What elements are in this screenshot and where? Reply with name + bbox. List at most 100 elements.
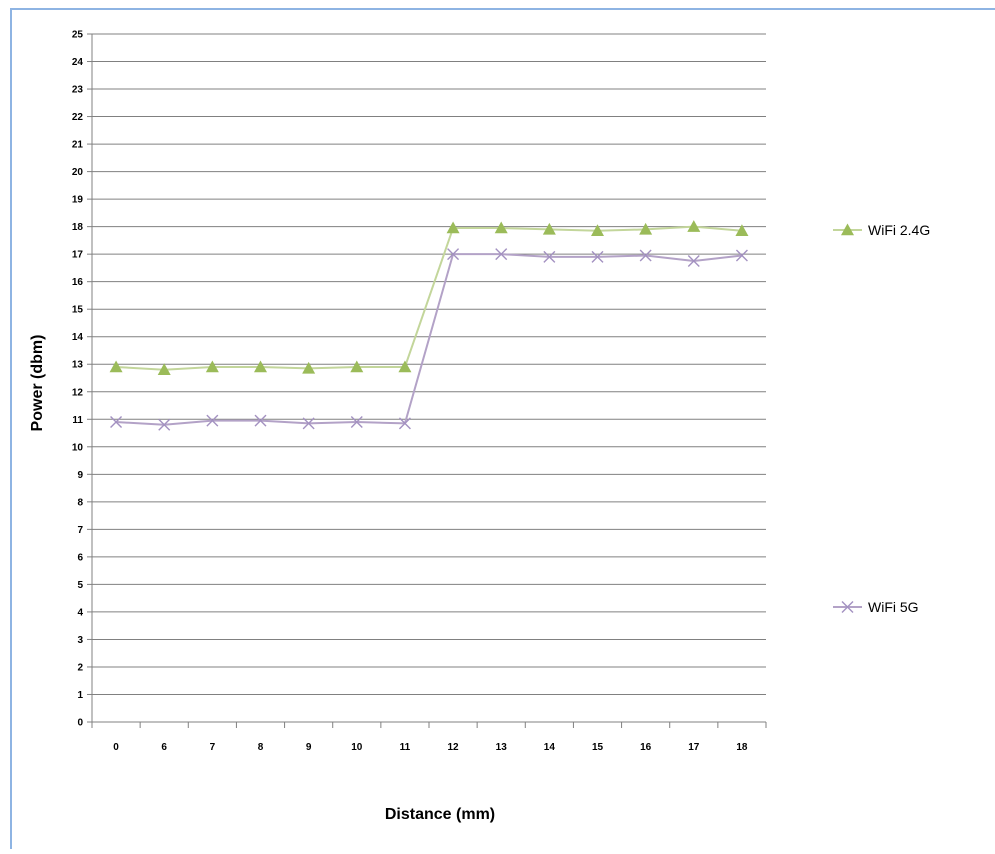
chart-border <box>10 8 995 849</box>
x-tick-labels: 0 6 7 8 9 10 11 12 13 14 15 16 17 18 <box>113 742 748 753</box>
data-point <box>398 417 411 430</box>
data-point <box>687 255 700 268</box>
y-tick-label: 9 <box>77 470 83 481</box>
y-tick-label: 22 <box>72 112 84 123</box>
marker-stroke <box>206 414 219 427</box>
legend-entry-wifi-5g: WiFi 5G <box>833 599 919 615</box>
x-tick-label: 18 <box>736 742 748 753</box>
data-point <box>735 224 749 236</box>
y-tick-label: 21 <box>72 140 84 151</box>
x-tick-label: 0 <box>113 742 119 753</box>
data-point <box>254 360 267 373</box>
data-point <box>446 221 460 234</box>
x-tick-label: 11 <box>400 742 411 753</box>
data-point <box>591 250 604 263</box>
data-point <box>205 360 219 373</box>
y-tick-label: 2 <box>77 662 83 673</box>
legend: WiFi 2.4G WiFi 5G <box>833 222 930 615</box>
y-tick-label: 20 <box>72 167 84 178</box>
y-tick-label: 23 <box>72 85 84 96</box>
x-tick-label: 6 <box>161 742 167 753</box>
marker-stroke <box>350 416 363 429</box>
data-point <box>398 360 412 373</box>
marker-stroke <box>543 250 556 263</box>
series-wifi-2-4g <box>109 220 749 375</box>
y-tick-label: 0 <box>77 718 83 729</box>
y-tick-label: 3 <box>77 635 83 646</box>
y-tick-label: 11 <box>72 415 83 426</box>
data-point <box>110 416 123 429</box>
marker-stroke <box>591 250 604 263</box>
data-point <box>687 220 701 232</box>
data-point <box>542 222 556 235</box>
x-tick-label: 7 <box>210 742 216 753</box>
marker-stroke <box>495 248 508 261</box>
x-tick-label: 15 <box>592 742 604 753</box>
y-tick-label: 19 <box>72 195 84 206</box>
x-axis-title: Distance (mm) <box>385 806 495 823</box>
y-tick-label: 4 <box>77 607 83 618</box>
series-line-wifi-5g <box>116 253 743 426</box>
data-point <box>639 222 653 235</box>
marker-stroke <box>447 248 460 261</box>
y-tick-label: 13 <box>72 360 84 371</box>
y-tick-label: 7 <box>77 525 83 536</box>
y-tick-label: 24 <box>72 57 84 68</box>
y-tick-label: 17 <box>72 250 84 261</box>
y-tick-label: 6 <box>77 552 83 563</box>
legend-label: WiFi 5G <box>868 599 919 615</box>
axes <box>87 33 767 728</box>
x-tick-label: 9 <box>306 742 312 753</box>
data-point <box>302 417 315 430</box>
series-wifi-5g <box>110 248 748 431</box>
x-tick-label: 12 <box>448 742 460 753</box>
data-point <box>639 249 652 262</box>
y-tick-label: 18 <box>72 222 84 233</box>
y-tick-label: 5 <box>77 580 83 591</box>
data-point <box>735 249 748 262</box>
marker-stroke <box>158 418 171 431</box>
data-point <box>158 418 171 431</box>
data-point <box>447 248 460 261</box>
marker-stroke <box>254 414 267 427</box>
y-tick-label: 25 <box>72 30 84 41</box>
y-tick-label: 15 <box>72 305 84 316</box>
data-point <box>350 416 363 429</box>
data-point <box>157 363 171 375</box>
data-point <box>543 250 556 263</box>
marker-stroke <box>302 417 315 430</box>
legend-entry-wifi-2-4g: WiFi 2.4G <box>833 222 930 238</box>
y-axis-title: Power (dbm) <box>29 335 46 432</box>
x-tick-label: 13 <box>496 742 508 753</box>
marker-stroke <box>639 249 652 262</box>
y-tick-label: 8 <box>77 497 83 508</box>
marker-stroke <box>841 601 854 613</box>
y-tick-labels: 0123456789101112131415161718192021222324… <box>72 30 84 729</box>
legend-marker <box>841 601 854 613</box>
x-tick-label: 8 <box>258 742 264 753</box>
series-layer <box>109 220 749 431</box>
y-tick-label: 10 <box>72 442 84 453</box>
legend-marker <box>841 223 854 236</box>
marker-stroke <box>398 417 411 430</box>
y-tick-label: 1 <box>77 690 83 701</box>
marker-stroke <box>687 255 700 268</box>
x-tick-label: 10 <box>351 742 363 753</box>
data-point <box>254 414 267 427</box>
y-tick-label: 16 <box>72 277 84 288</box>
data-point <box>206 414 219 427</box>
y-tick-label: 14 <box>72 332 84 343</box>
data-point <box>495 248 508 261</box>
data-point <box>302 361 316 374</box>
y-tick-label: 12 <box>72 387 84 398</box>
series-line-wifi-2-4g <box>116 225 743 371</box>
data-point <box>591 224 604 236</box>
x-tick-label: 17 <box>688 742 700 753</box>
data-point <box>350 360 364 373</box>
data-point <box>109 360 123 373</box>
legend-label: WiFi 2.4G <box>868 222 930 238</box>
marker-stroke <box>110 416 123 429</box>
x-tick-label: 14 <box>544 742 556 753</box>
